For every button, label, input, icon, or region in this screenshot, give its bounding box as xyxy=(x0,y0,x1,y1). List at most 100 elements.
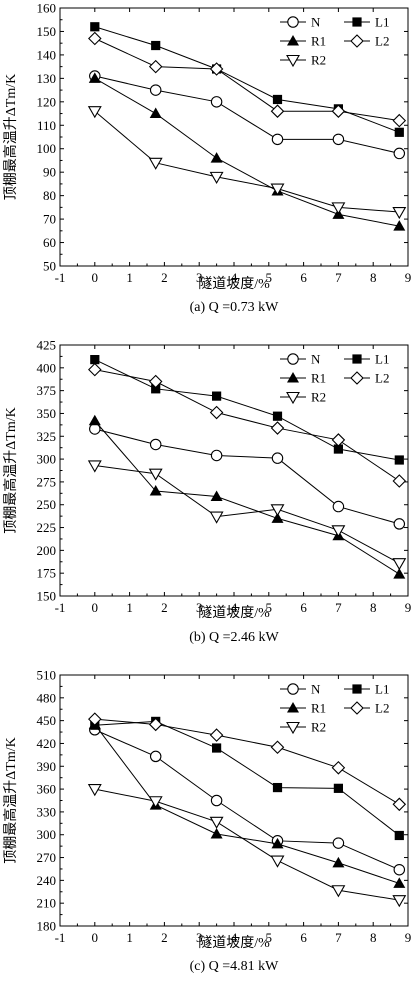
data-point xyxy=(148,59,163,74)
data-point xyxy=(209,62,224,76)
data-point xyxy=(88,362,102,377)
x-tick-label: 4 xyxy=(231,270,238,285)
data-point xyxy=(271,837,284,849)
data-point xyxy=(90,355,100,365)
data-point xyxy=(270,421,285,435)
chart-3: -1 0 1 2 3 4 5 6 7 8 9 180 210 240 270 300 330 360 390 420 4… xyxy=(2,668,411,975)
data-point xyxy=(332,856,345,868)
data-point xyxy=(149,485,162,496)
chart-caption: (b) Q =2.46 kW xyxy=(189,630,279,645)
y-tick-label: 100 xyxy=(37,141,57,156)
data-point xyxy=(271,452,284,464)
legend-marker xyxy=(287,35,299,46)
data-point xyxy=(392,895,407,908)
x-tick-label: 2 xyxy=(161,600,168,615)
chart-caption: (a) Q =0.73 kW xyxy=(190,300,280,315)
data-point xyxy=(394,127,404,137)
data-point xyxy=(392,797,407,812)
y-tick-label: 175 xyxy=(37,566,57,581)
series-L1 xyxy=(90,355,404,465)
y-tick-label: 200 xyxy=(37,543,57,558)
legend-marker xyxy=(350,34,364,48)
series-line-R2 xyxy=(94,464,400,564)
data-point xyxy=(333,783,343,793)
legend-label: L1 xyxy=(375,15,389,30)
series-line-L2 xyxy=(94,369,400,482)
x-tick-label: 7 xyxy=(335,600,342,615)
y-tick-label: 325 xyxy=(37,429,57,444)
series-line-N xyxy=(94,729,400,871)
y-tick-label: 450 xyxy=(37,713,57,728)
data-point xyxy=(332,837,345,849)
x-tick-label: 2 xyxy=(161,270,168,285)
y-tick-label: 70 xyxy=(43,212,56,227)
data-point xyxy=(210,152,223,163)
y-tick-label: 150 xyxy=(37,24,57,39)
y-tick-label: 120 xyxy=(37,94,57,109)
series-line-L2 xyxy=(94,38,400,122)
series-R1 xyxy=(88,72,406,231)
legend-label: R2 xyxy=(311,390,326,405)
x-axis-title: 隧道坡度/% xyxy=(198,605,270,621)
y-tick-label: 350 xyxy=(37,406,57,421)
x-tick-label: -1 xyxy=(55,600,66,615)
x-tick-label: 0 xyxy=(92,270,99,285)
x-tick-label: -1 xyxy=(55,270,66,285)
data-point xyxy=(393,147,406,160)
y-tick-label: 270 xyxy=(37,850,57,865)
data-point xyxy=(209,511,224,524)
data-point xyxy=(393,568,406,579)
y-tick-label: 375 xyxy=(37,383,57,398)
y-tick-label: 420 xyxy=(37,736,57,751)
series-line-N xyxy=(94,428,400,525)
legend-label: R1 xyxy=(311,701,326,716)
y-axis-title: 顶棚最高温升ΔTm/K xyxy=(2,74,19,200)
x-tick-label: 4 xyxy=(231,930,238,945)
data-point xyxy=(149,438,162,451)
legend-marker xyxy=(287,683,299,695)
data-point xyxy=(210,827,223,839)
y-axis-title: 顶棚最高温升ΔTm/K xyxy=(2,407,19,533)
data-point xyxy=(392,113,407,128)
data-point xyxy=(148,796,163,809)
series-line-L1 xyxy=(94,359,400,461)
data-point xyxy=(393,518,406,530)
legend: N L1 R1 L2 R2 xyxy=(280,15,389,68)
data-point xyxy=(209,728,224,742)
y-axis-title: 顶棚最高温升ΔTm/K xyxy=(2,737,19,863)
data-point xyxy=(331,202,346,215)
data-point xyxy=(331,104,346,118)
y-tick-label: 180 xyxy=(37,919,57,934)
data-point xyxy=(209,171,224,184)
data-point xyxy=(272,782,283,793)
legend-marker xyxy=(286,721,300,735)
data-point xyxy=(270,104,285,118)
y-tick-label: 300 xyxy=(37,452,57,467)
series-line-L1 xyxy=(94,720,400,836)
y-tick-label: 300 xyxy=(37,827,57,842)
y-tick-label: 510 xyxy=(37,668,57,683)
legend-marker xyxy=(287,702,299,713)
series-line-R2 xyxy=(94,788,400,901)
y-tick-label: 140 xyxy=(37,47,57,62)
x-tick-label: 1 xyxy=(126,270,133,285)
y-tick-label: 80 xyxy=(43,188,56,203)
data-point xyxy=(270,183,285,196)
data-point xyxy=(271,512,284,523)
data-point xyxy=(331,885,346,898)
data-point xyxy=(331,433,346,447)
data-point xyxy=(209,405,224,420)
series-R2 xyxy=(87,784,407,908)
chart-caption: (c) Q =4.81 kW xyxy=(190,959,280,974)
data-point xyxy=(333,444,343,454)
series-N xyxy=(89,70,406,160)
data-point xyxy=(392,474,407,488)
x-tick-label: 1 xyxy=(126,600,133,615)
y-tick-label: 160 xyxy=(37,1,57,16)
data-point xyxy=(210,794,223,807)
data-point xyxy=(270,504,285,517)
data-point xyxy=(392,558,407,571)
data-point xyxy=(270,740,285,755)
series-N xyxy=(89,423,406,530)
data-point xyxy=(212,743,222,753)
